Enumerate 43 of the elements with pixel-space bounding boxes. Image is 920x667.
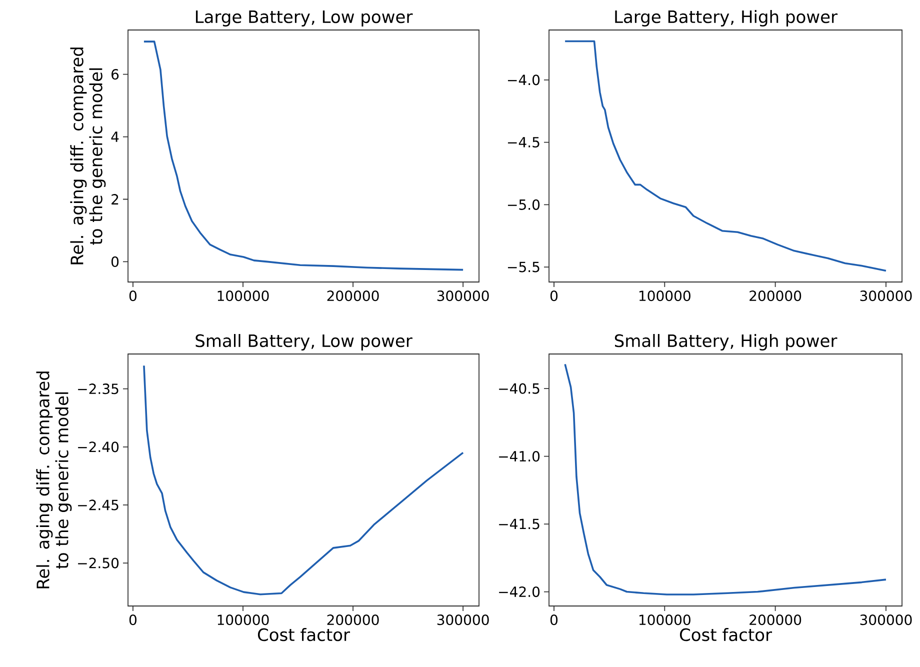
x-tick-label: 300000 — [437, 614, 489, 626]
y-tick-label: −41.0 — [499, 450, 540, 462]
chart-title: Small Battery, Low power — [196, 334, 412, 350]
x-tick-label: 200000 — [750, 614, 802, 626]
x-tick-label: 200000 — [750, 290, 802, 302]
y-tick-label: −5.5 — [508, 262, 540, 272]
x-tick-label: 100000 — [218, 614, 269, 626]
x-tick-label: 100000 — [639, 290, 690, 302]
y-tick-label: −5.0 — [508, 199, 540, 210]
y-axis-title: Rel. aging diff. compared to the generic model — [70, 48, 106, 264]
x-tick-label: 0 — [550, 614, 558, 626]
x-tick-label: 0 — [129, 290, 136, 302]
y-tick-label: −2.45 — [78, 500, 118, 510]
y-tick-label: −41.5 — [499, 518, 540, 530]
chart-title: Large Battery, Low power — [196, 10, 413, 26]
x-tick-label: 0 — [550, 290, 558, 302]
x-tick-label: 300000 — [437, 290, 489, 302]
line-series — [143, 40, 464, 271]
x-tick-label: 300000 — [860, 614, 912, 626]
x-axis-title: Cost factor — [680, 628, 772, 642]
y-tick-label: 2 — [112, 194, 118, 204]
x-tick-label: 200000 — [327, 290, 379, 302]
y-tick-label: 0 — [111, 256, 119, 267]
x-axis-title: Cost factor — [258, 628, 350, 642]
line-series — [564, 40, 887, 272]
line-series — [143, 364, 464, 596]
chart-title: Large Battery, High power — [615, 10, 838, 26]
y-tick-label: −2.35 — [78, 384, 118, 394]
y-tick-label: −4.0 — [508, 74, 540, 86]
y-tick-label: 4 — [111, 132, 119, 142]
chart-title: Small Battery, High power — [614, 334, 838, 350]
y-tick-label: −40.5 — [499, 383, 540, 394]
x-tick-label: 200000 — [327, 614, 379, 626]
y-tick-label: −2.50 — [78, 558, 119, 568]
x-tick-label: 0 — [129, 614, 136, 626]
x-tick-label: 100000 — [639, 614, 690, 626]
y-tick-label: −42.0 — [499, 586, 540, 598]
x-tick-label: 300000 — [860, 290, 912, 302]
y-tick-label: −2.40 — [78, 442, 119, 452]
x-tick-label: 100000 — [218, 290, 269, 302]
y-axis-title: Rel. aging diff. compared to the generic model — [36, 372, 72, 588]
y-tick-label: 6 — [112, 69, 119, 80]
y-tick-label: −4.5 — [508, 137, 540, 148]
